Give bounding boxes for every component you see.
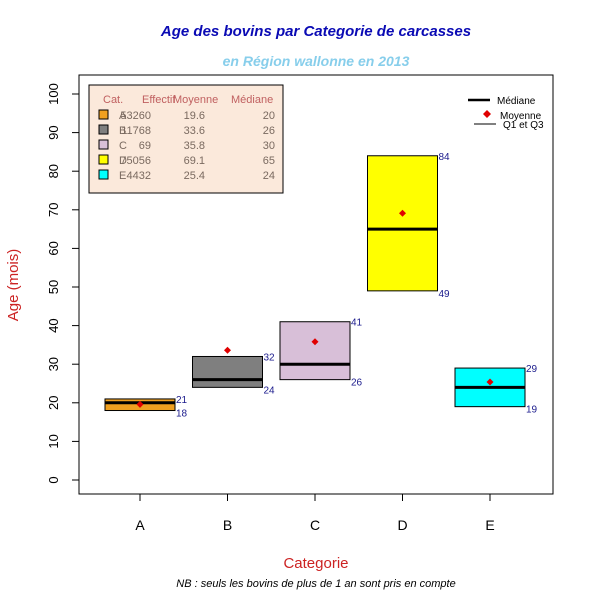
- box-C: [279, 321, 351, 381]
- y-tick-label: 0: [46, 476, 61, 483]
- q3-label-B: 32: [264, 352, 276, 363]
- table-swatch: [98, 154, 109, 165]
- mean-marker-C: [311, 338, 319, 346]
- q3-label-A: 21: [176, 395, 188, 406]
- legend-median-label: Médiane: [497, 96, 536, 107]
- y-tick-label: 80: [46, 164, 61, 178]
- chart-title: Age des bovins par Categorie de carcasse…: [160, 23, 471, 40]
- table-cell: 11768: [121, 125, 151, 137]
- table-cell-category: B: [119, 125, 126, 137]
- table-cell-category: C: [119, 140, 127, 152]
- box-B: [192, 355, 263, 388]
- q1-label-C: 26: [351, 378, 363, 389]
- table-cell: 69.1: [184, 155, 205, 167]
- table-cell: 19.6: [184, 110, 205, 122]
- table-header-1: Effectif: [142, 94, 176, 106]
- y-tick-label: 70: [46, 203, 61, 217]
- q1-label-A: 18: [176, 409, 188, 420]
- y-tick-label: 90: [46, 125, 61, 139]
- table-swatch: [98, 139, 109, 150]
- table-cell-category: E: [119, 170, 126, 182]
- y-axis: 0 10 20 30 40 50 60 70 80 90 100: [46, 83, 80, 484]
- y-tick-label: 60: [46, 241, 61, 255]
- summary-table-background: [88, 84, 284, 194]
- mean-marker-E: [486, 378, 494, 386]
- x-tick-label: A: [135, 517, 145, 533]
- legend: Médiane Moyenne Q1 et Q3: [468, 96, 544, 131]
- boxes: 21 18 32 24 41 26 84 49 29 19: [104, 152, 538, 420]
- footnote: NB : seuls les bovins de plus de 1 an so…: [176, 578, 455, 590]
- table-cell: 30: [263, 140, 275, 152]
- table-cell: 4432: [127, 170, 151, 182]
- y-tick-label: 40: [46, 318, 61, 332]
- chart-subtitle: en Région wallonne en 2013: [223, 53, 410, 69]
- q3-label-C: 41: [351, 318, 363, 329]
- q3-label-D: 84: [439, 152, 451, 163]
- y-tick-label: 20: [46, 396, 61, 410]
- table-cell: 35.8: [184, 140, 205, 152]
- table-cell: 26: [263, 125, 275, 137]
- y-tick-label: 50: [46, 280, 61, 294]
- x-tick-label: E: [485, 517, 494, 533]
- table-header-2: Moyenne: [173, 94, 218, 106]
- table-header-3: Médiane: [231, 94, 273, 106]
- y-axis-label: Age (mois): [5, 249, 22, 322]
- q1-label-E: 19: [526, 405, 538, 416]
- table-swatch: [98, 169, 109, 180]
- q1-label-B: 24: [264, 385, 276, 396]
- mean-marker-D: [399, 209, 406, 217]
- q3-label-E: 29: [526, 364, 538, 375]
- x-tick-label: D: [397, 517, 407, 533]
- table-cell-category: D: [119, 155, 127, 167]
- table-cell: 25.4: [184, 170, 205, 182]
- x-tick-label: B: [223, 517, 232, 533]
- x-tick-label: C: [310, 517, 320, 533]
- table-cell: 24: [263, 170, 275, 182]
- y-tick-label: 30: [46, 357, 61, 371]
- table-cell: 53260: [120, 110, 151, 122]
- q1-label-D: 49: [439, 289, 451, 300]
- table-header-0: Cat.: [103, 94, 123, 106]
- table-cell: 33.6: [184, 125, 205, 137]
- table-cell: 65: [263, 155, 275, 167]
- y-tick-label: 100: [46, 83, 61, 105]
- table-cell: 75056: [120, 155, 151, 167]
- legend-quartile-label: Q1 et Q3: [503, 120, 544, 131]
- table-cell: 20: [263, 110, 275, 122]
- table-cell-category: A: [119, 110, 127, 122]
- box-D: [367, 155, 438, 292]
- table-swatch: [98, 109, 109, 120]
- x-axis: A B C D E: [135, 493, 495, 533]
- legend-mean-marker: [483, 110, 491, 118]
- table-cell: 69: [139, 140, 151, 152]
- mean-marker-B: [224, 346, 231, 354]
- y-tick-label: 10: [46, 434, 61, 448]
- x-axis-label: Categorie: [283, 555, 348, 572]
- mean-marker-A: [136, 400, 144, 408]
- table-swatch: [98, 124, 109, 135]
- legend-mean-label: Moyenne: [500, 111, 542, 122]
